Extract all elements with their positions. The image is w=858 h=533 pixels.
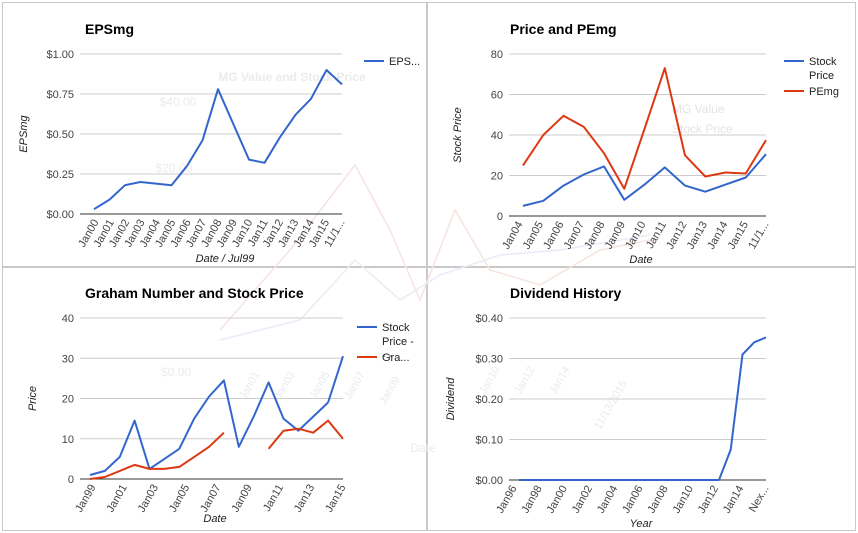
x-tick-label: Jan08 xyxy=(645,484,670,516)
x-tick-label: Jan15 xyxy=(323,483,348,515)
y-tick-label: 30 xyxy=(62,353,74,365)
x-tick-label: Nex... xyxy=(747,484,772,515)
x-tick-label: Jan98 xyxy=(519,484,544,516)
y-tick-label: 40 xyxy=(491,130,503,142)
x-tick-label: Jan04 xyxy=(595,484,620,516)
x-tick-label: Jan10 xyxy=(671,484,696,516)
y-tick-label: $0.75 xyxy=(46,89,74,101)
y-tick-label: $0.00 xyxy=(475,475,503,487)
x-tick-label: Jan10 xyxy=(623,220,648,252)
legend-label: Stock Price xyxy=(809,56,837,82)
x-tick-label: Jan13 xyxy=(292,483,317,515)
y-tick-label: 80 xyxy=(491,49,503,61)
x-axis-label: Year xyxy=(630,518,654,530)
x-tick-label: Jan00 xyxy=(545,484,570,516)
series-line-eps xyxy=(93,69,343,211)
chart-title: EPSmg xyxy=(85,21,134,37)
chart-title: Graham Number and Stock Price xyxy=(85,285,304,301)
x-tick-label: Jan14 xyxy=(721,484,746,516)
x-tick-label: Jan01 xyxy=(104,483,129,515)
y-tick-label: 40 xyxy=(62,313,74,325)
legend-label: Stock Price -- - xyxy=(382,322,414,362)
x-tick-label: Jan12 xyxy=(696,484,721,516)
legend-label: EPS... xyxy=(389,56,420,68)
x-tick-label: Jan99 xyxy=(73,483,98,515)
y-tick-label: 20 xyxy=(491,171,503,183)
x-tick-label: Jan11 xyxy=(261,483,286,514)
y-tick-label: 60 xyxy=(491,90,503,102)
y-tick-label: 0 xyxy=(497,211,503,223)
y-tick-label: $0.25 xyxy=(46,169,74,181)
y-tick-label: 10 xyxy=(62,434,74,446)
y-axis-label: Stock Price xyxy=(452,107,464,163)
legend-label: PEmg xyxy=(809,86,839,98)
x-axis-label: Date xyxy=(629,254,652,266)
series-line-graham-number xyxy=(267,419,344,450)
y-axis-label: Dividend xyxy=(445,377,457,421)
x-tick-label: Jan05 xyxy=(167,483,192,515)
y-tick-label: 0 xyxy=(68,474,74,486)
x-tick-label: Jan03 xyxy=(136,483,161,515)
series-line-stock-price xyxy=(89,379,329,476)
y-tick-label: $0.20 xyxy=(475,394,503,406)
series-line-stock-price xyxy=(522,153,767,207)
series-line-dividend xyxy=(519,336,767,481)
y-axis-label: Price xyxy=(27,386,39,411)
x-tick-label: Jan09 xyxy=(229,483,254,515)
series-line-pemg xyxy=(522,67,767,190)
y-tick-label: $0.10 xyxy=(475,435,503,447)
x-tick-label: Jan06 xyxy=(620,484,645,516)
x-tick-label: Jan02 xyxy=(570,484,595,516)
x-axis-label: Date / Jul99 xyxy=(196,253,255,265)
y-tick-label: $0.40 xyxy=(475,313,503,325)
chart-title: Price and PEmg xyxy=(510,21,617,37)
y-tick-label: $1.00 xyxy=(46,49,74,61)
y-tick-label: $0.30 xyxy=(475,354,503,366)
y-axis-label: EPSmg xyxy=(18,114,30,152)
x-axis-label: Date xyxy=(203,513,226,525)
y-tick-label: $0.00 xyxy=(46,209,74,221)
x-tick-label: Jan07 xyxy=(198,483,223,515)
legend-label: Gra... xyxy=(382,352,410,364)
series-line-graham-number xyxy=(89,431,225,480)
x-tick-label: 11/1... xyxy=(746,220,771,252)
chart-title: Dividend History xyxy=(510,285,621,301)
y-tick-label: $0.50 xyxy=(46,129,74,141)
series-line-stock-price-tail xyxy=(327,355,344,403)
y-tick-label: 20 xyxy=(62,394,74,406)
x-tick-label: Jan96 xyxy=(494,484,519,516)
